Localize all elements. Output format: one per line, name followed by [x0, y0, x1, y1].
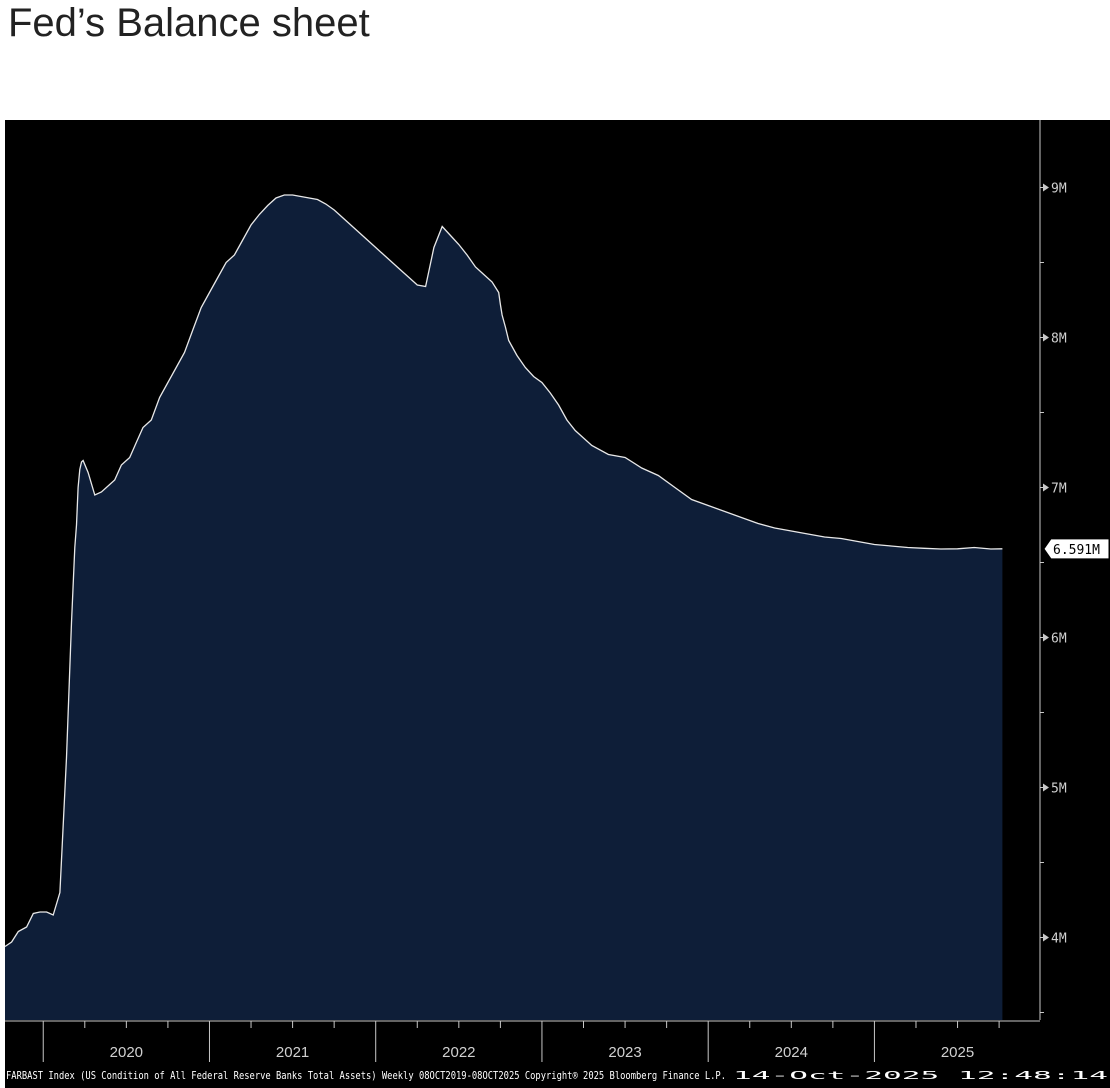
y-tick-arrow	[1043, 183, 1049, 192]
label-layer: 4M 5M 6M 7M 8M 9M 6.591M 2020 2021 2022 2023 2024 20…	[6, 182, 1110, 1082]
y-tick-label: 7M	[1051, 482, 1067, 497]
x-tick-label: 2022	[442, 1044, 475, 1061]
x-tick-label: 2024	[775, 1044, 808, 1061]
footer-ticker-label: FARBAST Index (US Condition of All Feder…	[6, 1070, 726, 1082]
y-tick-label: 9M	[1051, 182, 1067, 197]
chart-svg: 4M 5M 6M 7M 8M 9M 6.591M 2020 2021 2022 2023 2024 20…	[5, 120, 1110, 1082]
y-tick-arrow	[1043, 483, 1049, 492]
chart-frame: 4M 5M 6M 7M 8M 9M 6.591M 2020 2021 2022 2023 2024 20…	[5, 120, 1110, 1088]
series-line	[5, 194, 1003, 948]
y-tick-label: 8M	[1051, 332, 1067, 347]
y-tick-arrow	[1043, 333, 1049, 342]
axis-layer	[5, 120, 1046, 1062]
series-area	[5, 195, 1003, 1020]
y-tick-arrow	[1043, 783, 1049, 792]
page-title: Fed’s Balance sheet	[8, 1, 370, 45]
plot-layer	[5, 194, 1003, 1020]
x-tick-label: 2025	[941, 1044, 974, 1061]
footer-timestamp: 14-Oct-2025 12:48:14	[733, 1070, 1108, 1082]
x-tick-label: 2023	[608, 1044, 641, 1061]
y-tick-arrow	[1043, 933, 1049, 942]
y-tick-label: 5M	[1051, 782, 1067, 797]
y-tick-label: 4M	[1051, 932, 1067, 947]
y-tick-arrow	[1043, 633, 1049, 642]
last-value-box	[1043, 538, 1110, 560]
y-tick-label: 6M	[1051, 632, 1067, 647]
x-tick-label: 2020	[110, 1044, 143, 1061]
x-tick-label: 2021	[276, 1044, 309, 1061]
last-value-label: 6.591M	[1053, 543, 1100, 558]
